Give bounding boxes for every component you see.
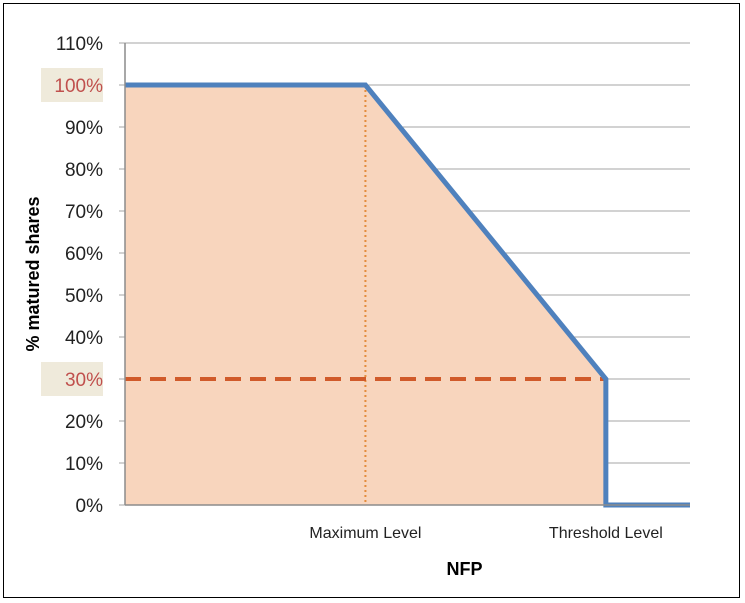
x-tick-label: Threshold Level [549,525,663,542]
tick-highlights [41,68,103,396]
y-tick-label: 10% [65,454,103,475]
y-tick-labels: 0% 10% 20% 30% 40% 50% 60% 70% 80% 90% 100% 110% [54,34,103,517]
y-tick-label: 90% [65,118,103,139]
y-tick-label: 80% [65,160,103,181]
y-tick-label: 60% [65,244,103,265]
y-tick-label: 30% [65,370,103,391]
y-tick-label: 50% [65,286,103,307]
tick-highlight-box [41,68,103,102]
y-tick-label: 40% [65,328,103,349]
y-axis-title: % matured shares [23,196,43,351]
tick-highlight-box [41,362,103,396]
y-tick-label: 110% [56,34,103,55]
x-axis-title: NFP [447,559,483,579]
y-tick-label: 0% [76,496,104,517]
x-tick-labels: Maximum Level Threshold Level [309,525,662,542]
x-tick-label: Maximum Level [309,525,421,542]
y-tick-label: 100% [54,76,103,97]
y-tick-label: 70% [65,202,103,223]
y-tick-label: 20% [65,412,103,433]
